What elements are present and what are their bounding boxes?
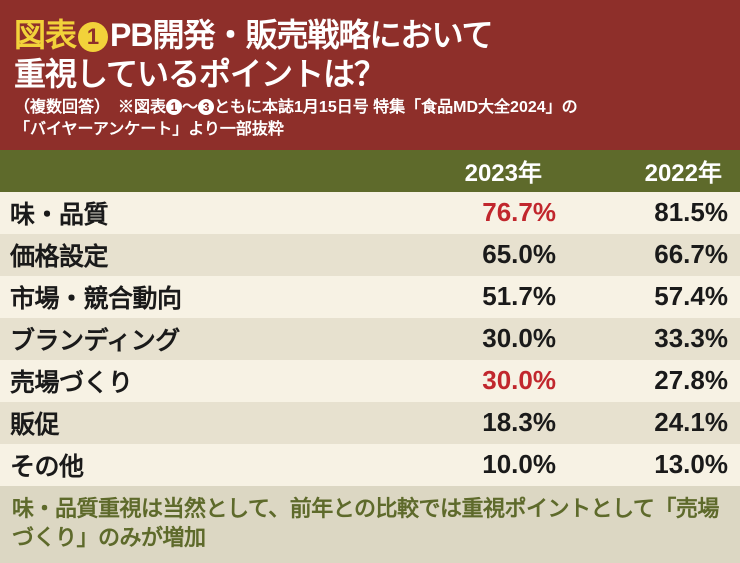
row-label: 価格設定	[10, 237, 384, 273]
th-2023: 2023年	[380, 153, 560, 188]
figure-container: 図表 1 PB開発・販売戦略において 重視しているポイントは？ （複数回答） ※…	[0, 0, 740, 563]
row-value-2022: 66.7%	[556, 239, 728, 270]
table-row: 市場・競合動向51.7%57.4%	[0, 276, 740, 318]
subnote-range-b-icon: 3	[198, 99, 214, 115]
subnote-tilde: ～	[182, 99, 198, 116]
row-value-2023: 51.7%	[384, 281, 556, 312]
subnote: （複数回答） ※図表1～3ともに本誌1月15日号 特集「食品MD大全2024」の…	[14, 97, 726, 142]
row-value-2022: 27.8%	[556, 365, 728, 396]
title-row: 図表 1 PB開発・販売戦略において	[14, 10, 726, 56]
row-value-2023: 76.7%	[384, 197, 556, 228]
row-value-2023: 18.3%	[384, 407, 556, 438]
table-row: 販促18.3%24.1%	[0, 402, 740, 444]
row-label: その他	[10, 447, 384, 483]
row-label: 味・品質	[10, 195, 384, 231]
subnote-suffix2: 「バイヤーアンケート」より一部抜粋	[14, 121, 284, 138]
badge-number-icon: 1	[78, 22, 108, 52]
footer-note: 味・品質重視は当然として、前年との比較では重視ポイントとして「売場づくり」のみが…	[0, 486, 740, 563]
row-label: 市場・競合動向	[10, 279, 384, 315]
row-value-2022: 33.3%	[556, 323, 728, 354]
subnote-range-a-icon: 1	[166, 99, 182, 115]
table-row: ブランディング30.0%33.3%	[0, 318, 740, 360]
row-value-2022: 24.1%	[556, 407, 728, 438]
header-block: 図表 1 PB開発・販売戦略において 重視しているポイントは？ （複数回答） ※…	[0, 0, 740, 150]
th-2022: 2022年	[560, 153, 740, 188]
badge-prefix: 図表	[14, 10, 76, 56]
table-row: 売場づくり30.0%27.8%	[0, 360, 740, 402]
table-row: その他10.0%13.0%	[0, 444, 740, 486]
title-line2: 重視しているポイントは？	[14, 56, 726, 93]
title-line1: PB開発・販売戦略において	[110, 17, 493, 54]
row-value-2023: 30.0%	[384, 365, 556, 396]
subnote-suffix1: ともに本誌1月15日号 特集「食品MD大全2024」の	[214, 99, 578, 116]
row-value-2023: 30.0%	[384, 323, 556, 354]
subnote-prefix: （複数回答） ※図表	[14, 99, 166, 116]
table-body: 味・品質76.7%81.5%価格設定65.0%66.7%市場・競合動向51.7%…	[0, 192, 740, 486]
table-row: 味・品質76.7%81.5%	[0, 192, 740, 234]
row-value-2022: 81.5%	[556, 197, 728, 228]
table-header-row: 2023年 2022年	[0, 150, 740, 192]
row-value-2023: 10.0%	[384, 449, 556, 480]
row-label: 販促	[10, 405, 384, 441]
row-value-2023: 65.0%	[384, 239, 556, 270]
row-value-2022: 57.4%	[556, 281, 728, 312]
row-label: ブランディング	[10, 321, 384, 357]
table-row: 価格設定65.0%66.7%	[0, 234, 740, 276]
row-label: 売場づくり	[10, 363, 384, 399]
row-value-2022: 13.0%	[556, 449, 728, 480]
